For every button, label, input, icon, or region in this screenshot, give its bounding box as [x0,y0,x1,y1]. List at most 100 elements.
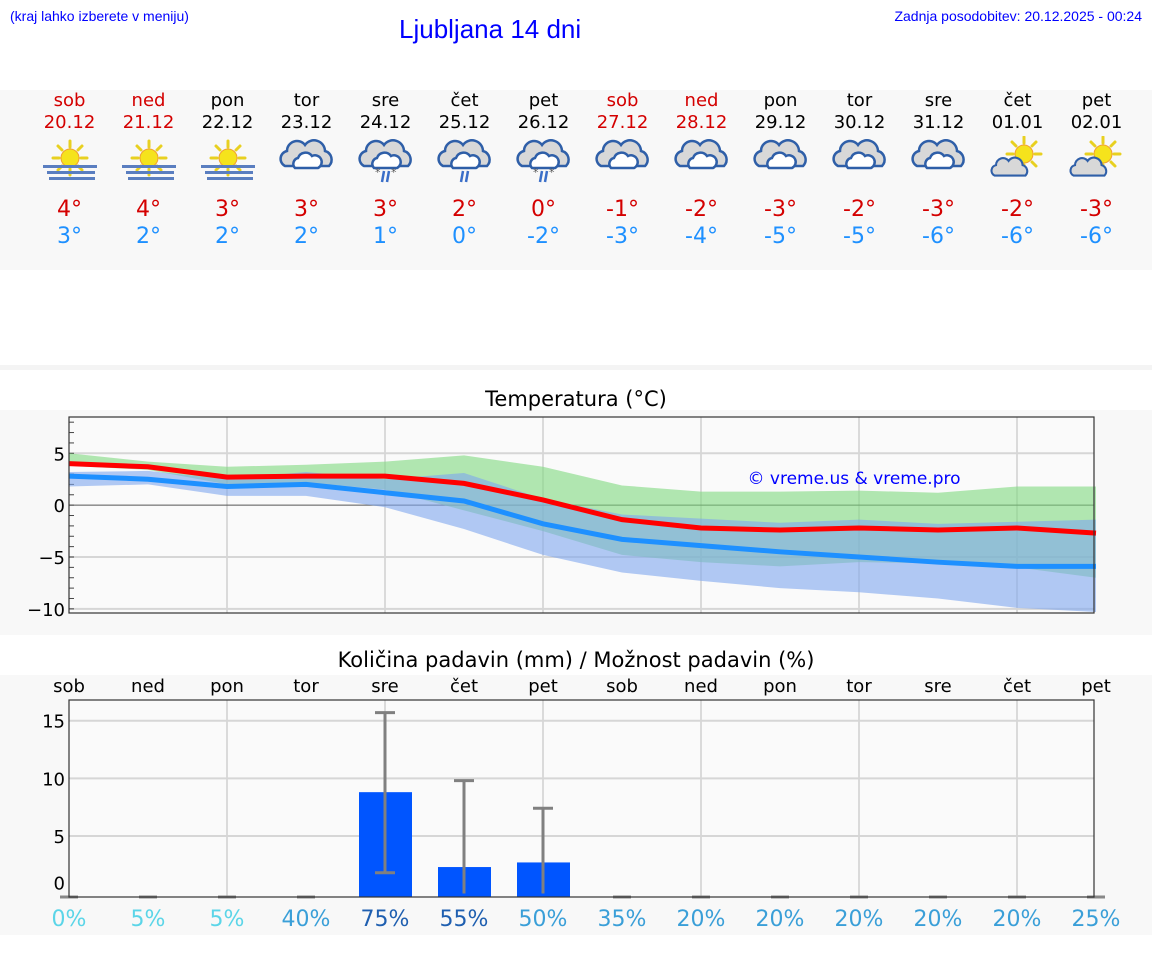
day-name: čet [450,90,479,111]
partly-cloudy-icon [990,135,1042,177]
y-tick-label: 0 [54,496,65,517]
svg-text:*: * [375,166,381,179]
day-column: pon 22.12 3° 2° [188,90,267,250]
day-date: 30.12 [833,112,886,133]
day-column: čet 25.12 2° 0° [425,90,504,250]
day-date: 26.12 [517,112,570,133]
precipitation-probability: 40% [282,907,331,932]
day-column: tor 30.12 -2° -5° [820,90,899,250]
day-date: 28.12 [675,112,728,133]
day-column: pet 26.12 * * 0° -2° [504,90,583,250]
max-temperature: -2° [1001,197,1034,222]
x-category-label: tor [846,676,872,697]
sun-fog-icon [121,139,176,180]
min-temperature: -6° [922,224,955,249]
last-updated: Zadnja posodobitev: 20.12.2025 - 00:24 [894,8,1142,24]
precipitation-probability: 20% [993,907,1042,932]
day-column: sre 24.12 * * 3° 1° [346,90,425,250]
max-temperature: 4° [136,197,161,222]
precipitation-probability: 55% [440,907,489,932]
precipitation-probability: 5% [131,907,166,932]
y-tick-label: 5 [54,444,65,465]
day-date: 01.01 [991,112,1044,133]
x-category-label: pon [210,676,244,697]
sun-fog-icon [200,139,255,180]
day-column: pon 29.12 -3° -5° [741,90,820,250]
partly-cloudy-icon [1069,135,1121,177]
precipitation-probability: 20% [914,907,963,932]
svg-text:*: * [391,166,397,179]
y-tick-label: 0 [54,874,65,895]
precipitation-probability: 35% [598,907,647,932]
min-temperature: -5° [843,224,876,249]
rain-icon [436,139,491,183]
x-category-label: pet [1081,676,1111,697]
x-category-label: tor [293,676,319,697]
day-column: sre 31.12 -3° -6° [899,90,978,250]
location-hint: (kraj lahko izberete v meniju) [10,8,189,24]
x-category-label: sre [924,676,951,697]
y-tick-label: −10 [27,600,65,621]
day-name: ned [684,90,719,111]
day-column: pet 02.01 -3° -6° [1057,90,1136,250]
x-category-label: sre [371,676,398,697]
max-temperature-line [68,461,1097,536]
x-category-label: sob [53,676,85,697]
temperature-chart-title: Temperatura (°C) [485,387,667,411]
day-name: ned [131,90,166,111]
day-name: pon [763,90,798,111]
max-temperature: -3° [922,197,955,222]
x-category-label: čet [1003,676,1031,697]
y-tick-label: −5 [38,548,65,569]
day-date: 02.01 [1070,112,1123,133]
max-temperature: 2° [452,197,477,222]
plot-frame [68,416,1095,614]
copyright-annotation: © vreme.us & vreme.pro [747,469,960,489]
max-temperature: -3° [1080,197,1113,222]
day-name: sre [924,90,953,111]
min-temperature: -6° [1001,224,1034,249]
day-column: tor 23.12 3° 2° [267,90,346,250]
min-temperature: -5° [764,224,797,249]
day-column: ned 28.12 -2° -4° [662,90,741,250]
day-date: 21.12 [122,112,175,133]
x-category-label: pet [528,676,558,697]
divider [0,365,1152,370]
sun-fog-icon [42,139,97,180]
max-temperature: 3° [373,197,398,222]
day-name: pet [1081,90,1112,111]
precipitation-probability: 20% [677,907,726,932]
daily-forecast-strip [0,90,1152,270]
max-temperature: -3° [764,197,797,222]
plot-frame [68,699,1095,898]
day-date: 25.12 [438,112,491,133]
day-name: pet [528,90,559,111]
day-column: sob 27.12 -1° -3° [583,90,662,250]
plot-area [69,700,1094,897]
min-temperature: 2° [294,224,319,249]
precipitation-chart-title: Količina padavin (mm) / Možnost padavin … [337,648,815,672]
day-name: sre [371,90,400,111]
day-date: 29.12 [754,112,807,133]
precipitation-probability: 5% [210,907,245,932]
x-category-label: pon [763,676,797,697]
day-name: tor [846,90,873,111]
y-tick-label: 10 [42,769,65,790]
min-temperature: 2° [215,224,240,249]
max-temperature: 0° [531,197,556,222]
x-category-label: ned [131,676,165,697]
min-temperature: -2° [527,224,560,249]
min-temperature: 3° [57,224,82,249]
day-name: čet [1003,90,1032,111]
precipitation-probability: 25% [1072,907,1121,932]
max-temperature: -2° [685,197,718,222]
min-temperature-line [68,473,1096,569]
day-name: pon [210,90,245,111]
svg-text:*: * [533,166,539,179]
y-tick-label: 15 [42,712,65,733]
day-name: tor [293,90,320,111]
day-date: 20.12 [43,112,96,133]
min-temperature: -3° [606,224,639,249]
min-temperature-band [69,470,1096,612]
